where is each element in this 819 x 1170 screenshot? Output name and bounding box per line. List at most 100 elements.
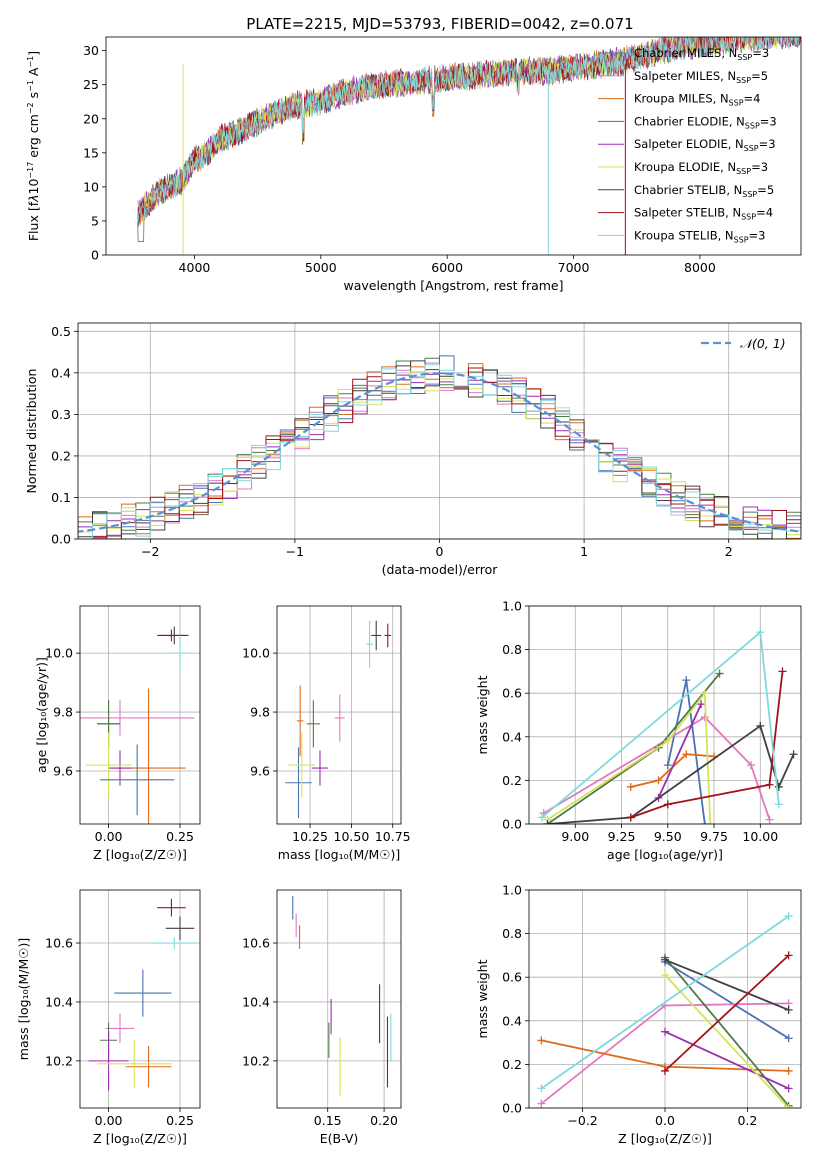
axes-frame bbox=[528, 605, 802, 825]
weight-line bbox=[543, 716, 771, 820]
weight-marker bbox=[784, 1104, 793, 1108]
x-tick-label: 9.25 bbox=[608, 829, 636, 844]
weight-line bbox=[540, 915, 790, 1090]
weight-marker bbox=[774, 800, 783, 809]
y-tick-label: 0.5 bbox=[51, 324, 71, 339]
y-axis-label: Normed distribution bbox=[24, 369, 39, 494]
x-tick-label: 10.25 bbox=[292, 829, 328, 844]
legend-label: Kroupa STELIB, NSSP=3 bbox=[634, 228, 765, 244]
y-tick-label: 0.6 bbox=[502, 686, 522, 701]
age-vs-mass-panel: 10.25 10.50 10.75 9.6 9.8 10.0 mass [log₁₀(M/M… bbox=[242, 605, 411, 862]
y-tick-label: 9.6 bbox=[250, 763, 270, 778]
axes-frame bbox=[276, 605, 402, 825]
weight-marker bbox=[682, 676, 691, 685]
y-tick-label: 10.6 bbox=[45, 936, 73, 951]
ticks: 0.15 0.20 10.2 10.4 10.6 bbox=[242, 936, 398, 1128]
weight-marker bbox=[543, 820, 552, 824]
plot-area bbox=[88, 898, 198, 1091]
weight-marker bbox=[700, 689, 709, 698]
axes-frame bbox=[105, 36, 802, 256]
weight-marker bbox=[765, 815, 774, 824]
weight-marker bbox=[661, 971, 669, 980]
weight-marker bbox=[537, 1099, 546, 1108]
grid bbox=[80, 606, 200, 824]
axes-frame bbox=[276, 889, 402, 1109]
weight-marker bbox=[661, 955, 669, 964]
x-tick-label: 10.00 bbox=[742, 829, 778, 844]
x-axis-label: (data-model)/error bbox=[382, 562, 499, 577]
weight-marker bbox=[784, 1034, 793, 1043]
ticks: 9.00 9.25 9.50 9.75 10.00 0.0 0.2 0.4 0.6 0.8 1.0 bbox=[502, 599, 778, 845]
weight-marker bbox=[654, 776, 663, 785]
legend-label: Salpeter STELIB, NSSP=4 bbox=[634, 206, 773, 222]
x-tick-label: 0 bbox=[436, 544, 444, 559]
x-tick-label: 0.20 bbox=[370, 1113, 398, 1128]
y-tick-label: 10.2 bbox=[242, 1053, 270, 1068]
weight-vs-metallicity-panel: −0.2 0.0 0.2 0.0 0.2 0.4 0.6 0.8 1.0 Z [log₁₀(Z/Z… bbox=[475, 883, 802, 1146]
y-tick-label: 0.6 bbox=[502, 970, 522, 985]
weight-marker bbox=[663, 761, 672, 770]
plot-area bbox=[537, 912, 793, 1108]
y-axis-label: mass weight bbox=[475, 959, 490, 1038]
y-tick-label: 15 bbox=[83, 145, 99, 160]
x-axis-label: wavelength [Angstrom, rest frame] bbox=[343, 278, 563, 293]
grid bbox=[277, 606, 401, 824]
weight-marker bbox=[537, 1084, 546, 1093]
weight-marker bbox=[784, 912, 793, 921]
y-tick-label: 0.4 bbox=[502, 1013, 522, 1028]
weight-marker bbox=[756, 721, 765, 730]
weight-marker bbox=[626, 782, 635, 791]
plot-area bbox=[285, 620, 392, 819]
y-tick-label: 9.8 bbox=[53, 705, 73, 720]
weight-marker bbox=[700, 820, 709, 824]
ticks: 0.00 0.25 10.2 10.4 10.6 bbox=[45, 936, 194, 1128]
spectrum-line-salpeter-stelib bbox=[137, 37, 801, 221]
x-axis-label: E(B-V) bbox=[320, 1131, 359, 1146]
weight-marker bbox=[700, 713, 709, 722]
x-tick-label: 1 bbox=[580, 544, 588, 559]
grid bbox=[80, 890, 200, 1108]
weight-line bbox=[664, 954, 790, 1072]
y-axis-label: mass [log₁₀(M/M☉)] bbox=[16, 938, 31, 1060]
weight-marker bbox=[537, 1036, 546, 1045]
weight-line bbox=[657, 703, 702, 799]
weight-marker bbox=[789, 750, 798, 759]
y-tick-label: 10.4 bbox=[45, 994, 73, 1009]
plot-area bbox=[537, 628, 798, 824]
y-tick-label: 10.0 bbox=[242, 646, 270, 661]
y-tick-label: 30 bbox=[83, 43, 99, 58]
x-tick-label: 0.15 bbox=[314, 1113, 342, 1128]
grid bbox=[277, 890, 401, 1108]
legend-label: Kroupa ELODIE, NSSP=3 bbox=[634, 160, 768, 176]
axes-frame bbox=[79, 889, 201, 1109]
x-tick-label: 0.00 bbox=[95, 1113, 123, 1128]
y-tick-label: 10.6 bbox=[242, 936, 270, 951]
residuals-panel: −2 −1 0 1 2 0.0 0.1 0.2 0.3 0.4 0.5 (data-model)/er… bbox=[24, 322, 802, 577]
weight-marker bbox=[697, 700, 706, 709]
weight-line bbox=[547, 690, 712, 824]
legend-label: Chabrier MILES, NSSP=3 bbox=[634, 46, 769, 62]
mass-vs-metallicity-panel: 0.00 0.25 10.2 10.4 10.6 Z [log₁₀(Z/Z☉)] mass … bbox=[16, 889, 201, 1146]
weight-marker bbox=[784, 1084, 793, 1093]
x-tick-label: −2 bbox=[141, 544, 159, 559]
y-tick-label: 0.3 bbox=[51, 407, 71, 422]
axes-frame bbox=[528, 889, 802, 1109]
y-tick-label: 0.2 bbox=[51, 448, 71, 463]
weight-marker bbox=[682, 750, 691, 759]
weight-line bbox=[664, 1030, 789, 1090]
weight-marker bbox=[784, 1005, 793, 1014]
weight-marker bbox=[784, 951, 793, 960]
plot-area bbox=[137, 37, 801, 255]
legend-label: 𝒩(0, 1) bbox=[740, 336, 786, 351]
weight-marker bbox=[706, 820, 715, 824]
y-tick-label: 10.2 bbox=[45, 1053, 73, 1068]
weight-marker bbox=[661, 1066, 669, 1075]
y-tick-label: 1.0 bbox=[502, 599, 522, 614]
ticks: −2 −1 0 1 2 0.0 0.1 0.2 0.3 0.4 0.5 bbox=[51, 324, 733, 559]
x-tick-label: 0.25 bbox=[166, 1113, 194, 1128]
weight-vs-age-panel: 9.00 9.25 9.50 9.75 10.00 0.0 0.2 0.4 0.6 0.8 1.0 a… bbox=[475, 599, 802, 862]
plot-area bbox=[292, 895, 392, 1097]
y-axis-label: mass weight bbox=[475, 675, 490, 754]
weight-marker bbox=[784, 1066, 793, 1075]
ticks: 10.25 10.50 10.75 9.6 9.8 10.0 bbox=[242, 646, 410, 844]
